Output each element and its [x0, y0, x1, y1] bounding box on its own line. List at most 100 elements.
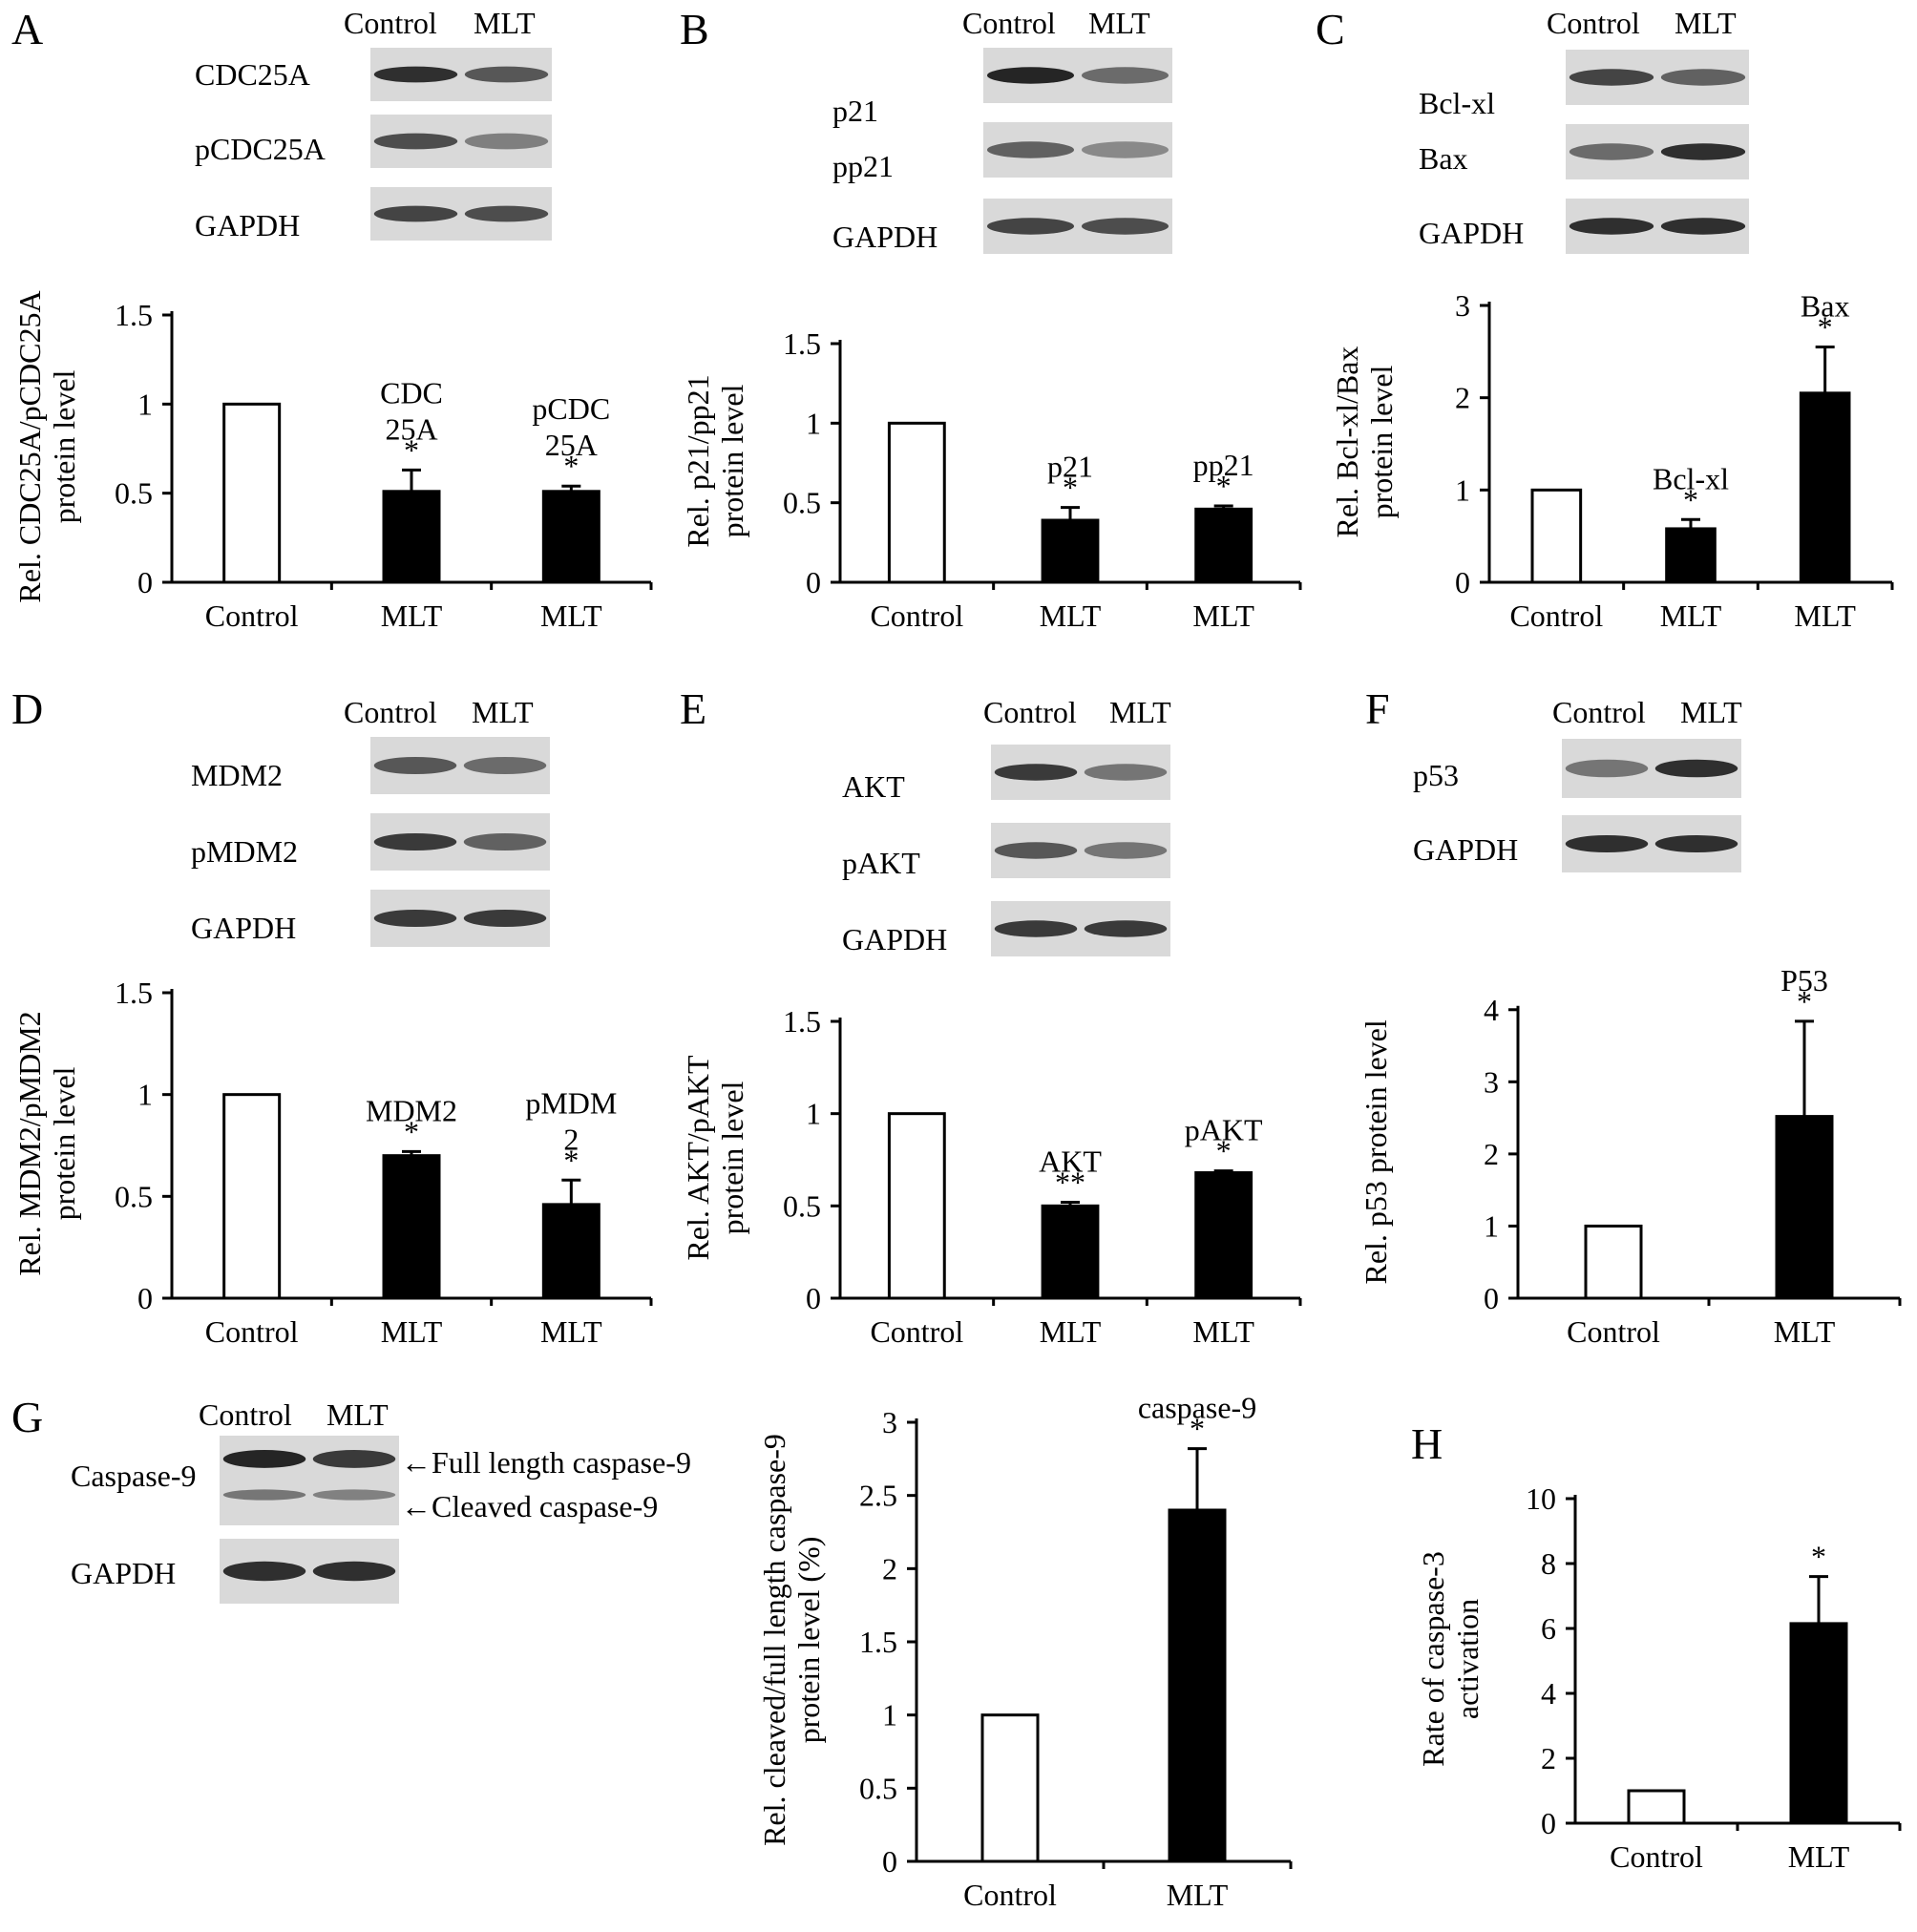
bar-chart-a: 0 0.5 1 1.5 Rel. CDC25A/pCDC25A protein level…	[12, 290, 653, 633]
y-tick-label: 3	[882, 1405, 897, 1439]
y-tick-label: 1	[1484, 1208, 1499, 1243]
x-tick-label: Control	[963, 1878, 1057, 1912]
significance-marker: *	[1216, 1134, 1232, 1168]
blot-label-p21: p21	[832, 94, 878, 128]
arrow-left-icon: ←	[401, 1489, 432, 1523]
x-tick-label: Control	[1610, 1839, 1703, 1874]
y-tick-label: 10	[1526, 1481, 1556, 1516]
bar	[541, 490, 600, 584]
blot-label-gapdh-e: GAPDH	[842, 922, 948, 956]
blot-band	[986, 67, 1075, 84]
bar	[887, 421, 946, 584]
blot-band	[1081, 141, 1169, 158]
blot-band	[1660, 218, 1746, 235]
y-tick-label: 1.5	[859, 1625, 897, 1659]
blot-strip-gapdh-d	[370, 890, 550, 947]
y-axis-label: Rel. Bcl-xl/Bax	[1330, 346, 1364, 538]
y-tick-label: 0	[1541, 1806, 1556, 1840]
blot-band	[222, 1561, 306, 1582]
blot-band	[1660, 69, 1746, 86]
bar	[1041, 1204, 1100, 1300]
x-tick-label: MLT	[381, 1314, 443, 1349]
panel-letter-c: C	[1316, 5, 1345, 53]
bar	[222, 402, 282, 584]
y-tick-label: 0.5	[859, 1771, 897, 1805]
y-tick-label: 1.5	[115, 976, 153, 1010]
arrow-text-full-length: Full length caspase-9	[432, 1445, 691, 1480]
y-axis-label: Rel. cleaved/full length caspase-9	[757, 1434, 791, 1846]
blot-band	[463, 757, 547, 774]
blot-label-mdm2: MDM2	[191, 758, 284, 792]
y-tick-label: 1	[882, 1698, 897, 1732]
blot-band	[1654, 835, 1738, 852]
y-tick-label: 2	[1541, 1741, 1556, 1775]
panel-letter-e: E	[680, 684, 707, 733]
x-tick-label: MLT	[540, 598, 602, 633]
bar	[222, 1093, 282, 1300]
bar	[541, 1203, 600, 1300]
bar-annotation: Bax	[1801, 289, 1850, 324]
y-axis-label: protein level	[715, 384, 749, 537]
blot-band	[464, 133, 549, 150]
x-tick-label: Control	[205, 1314, 299, 1349]
y-tick-label: 0	[1484, 1281, 1499, 1315]
blot-band	[1084, 764, 1168, 781]
bar-chart-h: 0 2 4 6 8 10 Rate of caspase-3 activation Contro…	[1416, 1481, 1902, 1874]
blot-band	[1569, 143, 1654, 160]
y-tick-label: 1	[806, 406, 821, 440]
blot-header-mlt-g: MLT	[327, 1397, 389, 1432]
y-axis-label: protein level	[715, 1081, 749, 1234]
bar	[1789, 1622, 1848, 1825]
significance-marker: *	[1811, 1540, 1826, 1574]
blot-header-control-g: Control	[199, 1397, 292, 1432]
blot-strip-akt	[991, 745, 1170, 800]
x-tick-label: MLT	[1774, 1314, 1836, 1349]
blot-strip-gapdh-f	[1562, 815, 1741, 872]
blot-label-pmdm2: pMDM2	[191, 834, 299, 869]
bar-annotation: 2	[563, 1122, 579, 1156]
blot-band	[1081, 218, 1169, 235]
y-tick-label: 2	[1484, 1137, 1499, 1171]
bar-annotation: pCDC	[532, 391, 610, 426]
panel-letter-d: D	[11, 684, 44, 733]
blot-strip-caspase-9	[220, 1436, 399, 1525]
blot-strip-bax	[1566, 124, 1749, 179]
blot-header-control-b: Control	[962, 6, 1056, 40]
x-tick-label: MLT	[381, 598, 443, 633]
blot-strip-pakt	[991, 823, 1170, 878]
y-tick-label: 1	[137, 387, 153, 421]
blot-header-mlt-e: MLT	[1109, 695, 1171, 729]
y-axis-label: Rel. CDC25A/pCDC25A	[12, 290, 47, 602]
blot-band	[1081, 67, 1169, 84]
blot-band	[373, 833, 457, 850]
bar-annotation: pMDM	[525, 1085, 617, 1120]
bar-chart-b: 0 0.5 1 1.5 Rel. p21/pp21 protein level Contro…	[681, 326, 1302, 633]
blot-band	[312, 1450, 396, 1468]
y-tick-label: 4	[1541, 1676, 1556, 1711]
x-tick-label: MLT	[1794, 598, 1856, 633]
blot-strip-gapdh-c	[1566, 199, 1749, 254]
x-tick-label: MLT	[1788, 1839, 1850, 1874]
blot-strip-mdm2	[370, 737, 550, 794]
blot-strip-pmdm2	[370, 813, 550, 871]
panel-letter-g: G	[11, 1393, 44, 1441]
x-tick-label: MLT	[1040, 598, 1102, 633]
blot-label-gapdh-a: GAPDH	[195, 208, 301, 242]
bar	[382, 1154, 441, 1300]
blot-label-pakt: pAKT	[842, 846, 920, 880]
blot-band	[994, 842, 1078, 859]
significance-marker: *	[1797, 984, 1812, 1018]
bar-annotation: CDC	[380, 375, 443, 410]
bar-annotation: P53	[1780, 963, 1828, 998]
x-tick-label: Control	[870, 598, 963, 633]
bar	[1775, 1115, 1834, 1300]
x-tick-label: Control	[870, 1314, 963, 1349]
blot-band	[994, 764, 1078, 781]
blot-header-control-a: Control	[344, 6, 437, 40]
blot-band	[373, 66, 458, 83]
bar-chart-c: 0 1 2 3 Rel. Bcl-xl/Bax protein level Control *…	[1330, 288, 1894, 633]
y-tick-label: 0.5	[115, 1179, 153, 1213]
y-tick-label: 3	[1455, 288, 1470, 323]
y-axis-label: protein level (%)	[791, 1537, 826, 1744]
